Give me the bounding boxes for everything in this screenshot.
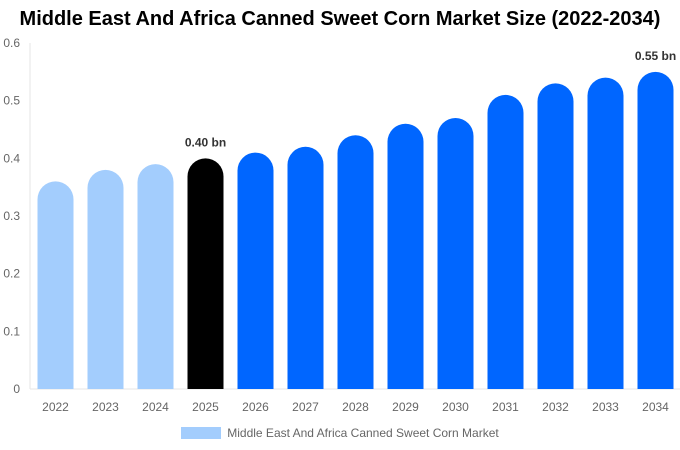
data-label: 0.40 bn	[185, 135, 226, 149]
legend-swatch	[181, 427, 222, 439]
y-tick-label: 0.2	[3, 267, 20, 281]
x-tick-label: 2031	[492, 400, 519, 414]
bar-2028	[337, 135, 374, 389]
y-tick-label: 0.3	[3, 209, 20, 223]
x-tick-label: 2023	[92, 400, 119, 414]
x-tick-label: 2032	[542, 400, 569, 414]
bar-2023	[87, 169, 124, 389]
bar-2033	[587, 77, 624, 389]
x-tick-label: 2025	[192, 400, 219, 414]
bar-2027	[287, 146, 324, 389]
bar-2025	[187, 158, 224, 389]
chart-title: Middle East And Africa Canned Sweet Corn…	[19, 8, 661, 30]
x-tick-label: 2026	[242, 400, 269, 414]
x-tick-label: 2028	[342, 400, 369, 414]
bar-2032	[537, 83, 574, 389]
data-label: 0.55 bn	[635, 49, 676, 63]
legend-label: Middle East And Africa Canned Sweet Corn…	[227, 426, 499, 440]
bar-2029	[387, 123, 424, 389]
bar-2031	[487, 94, 524, 389]
x-tick-label: 2034	[642, 400, 669, 414]
x-tick-label: 2024	[142, 400, 169, 414]
bar-2024	[137, 164, 174, 389]
bar-2030	[437, 117, 474, 389]
y-tick-label: 0.6	[3, 36, 20, 50]
y-tick-label: 0.1	[3, 324, 20, 338]
y-tick-label: 0	[13, 382, 20, 396]
y-tick-label: 0.5	[3, 94, 20, 108]
x-tick-label: 2029	[392, 400, 419, 414]
x-tick-label: 2022	[42, 400, 69, 414]
legend: Middle East And Africa Canned Sweet Corn…	[0, 426, 680, 440]
x-tick-label: 2030	[442, 400, 469, 414]
x-tick-label: 2033	[592, 400, 619, 414]
bar-2034	[637, 71, 674, 389]
x-tick-label: 2027	[292, 400, 319, 414]
bar-2022	[37, 181, 74, 389]
y-tick-label: 0.4	[3, 151, 20, 165]
bar-2026	[237, 152, 274, 389]
